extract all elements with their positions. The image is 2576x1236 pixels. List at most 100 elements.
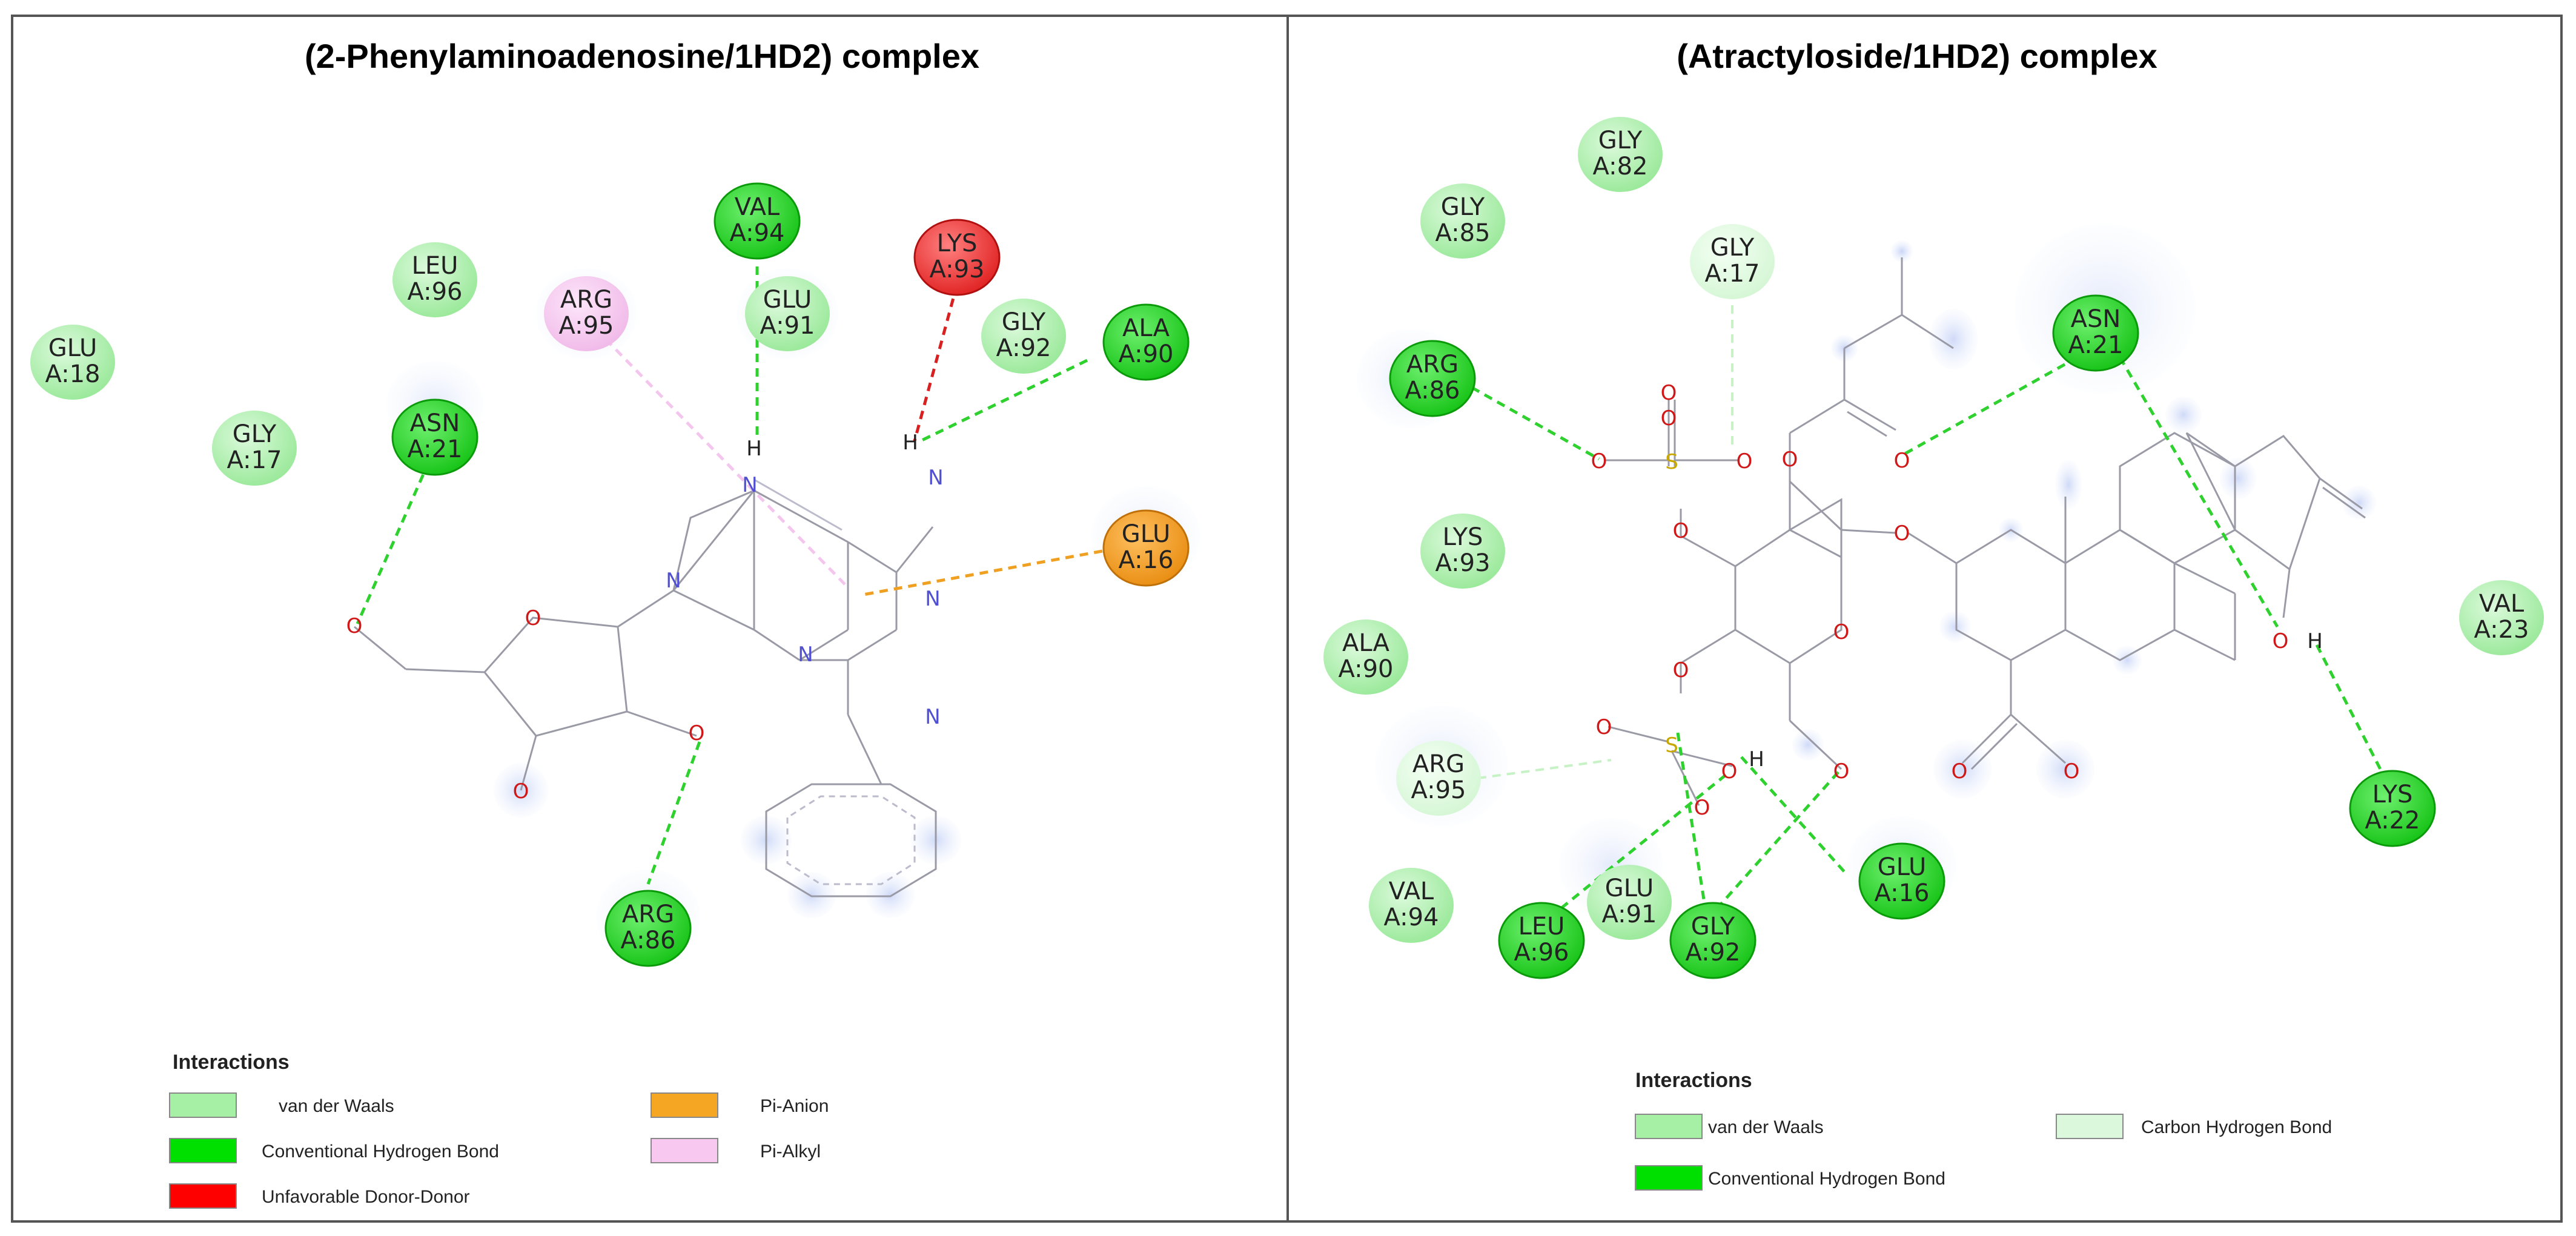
o-atom: O (1673, 658, 1689, 682)
left-ligand-2-phenylaminoadenosine (354, 478, 937, 897)
residue-val-a23: VAL A:23 (2459, 580, 2544, 655)
residue-name: ARG (622, 901, 674, 928)
residue-glu-a16: GLU A:16 (1102, 509, 1190, 587)
residue-ala-a90: ALA A:90 (1323, 620, 1408, 695)
svg-text:A:94: A:94 (1383, 904, 1439, 931)
o-atom: O (689, 721, 705, 745)
svg-text:Carbon Hydrogen Bond: Carbon Hydrogen Bond (2141, 1117, 2332, 1137)
right-legend: Interactions van der Waals Carbon Hydrog… (1635, 1069, 2332, 1191)
residue-id: A:86 (620, 927, 675, 954)
residue-id: A:96 (407, 278, 462, 306)
residue-glu-a16: GLU A:16 (1858, 842, 1945, 920)
legend-item-unfavorable-donor-donor: Unfavorable Donor-Donor (169, 1183, 470, 1209)
svg-text:A:86: A:86 (1405, 377, 1460, 405)
n-atom: N (928, 466, 943, 490)
svg-text:A:96: A:96 (1514, 939, 1569, 967)
svg-text:LYS: LYS (2372, 781, 2413, 808)
panel-divider (1286, 15, 1289, 1223)
svg-text:GLY: GLY (1710, 234, 1755, 262)
legend-item-van-der-waals: van der Waals (169, 1092, 394, 1118)
svg-text:VAL: VAL (1389, 877, 1434, 905)
residue-id: A:91 (760, 312, 815, 340)
svg-text:van der Waals: van der Waals (1708, 1117, 1824, 1137)
residue-val-a94: VAL A:94 (714, 182, 801, 260)
residue-asn-a21: ASN A:21 (2052, 294, 2139, 372)
svg-text:ASN: ASN (2071, 305, 2121, 333)
svg-text:LYS: LYS (1443, 523, 1483, 551)
residue-asn-a21: ASN A:21 (391, 398, 478, 476)
right-solvent-halos (1357, 224, 2376, 916)
residue-lys-a22: LYS A:22 (2349, 770, 2436, 847)
o-atom: O (1591, 449, 1608, 474)
n-atom: N (925, 705, 940, 729)
residue-name: GLY (1002, 308, 1046, 336)
residue-id: A:90 (1118, 340, 1173, 368)
h-atom: H (1749, 747, 1764, 772)
svg-text:A:92: A:92 (1685, 939, 1740, 967)
legend-item-conventional-h-bond: Conventional Hydrogen Bond (1635, 1165, 1945, 1191)
residue-name: GLU (1122, 520, 1171, 548)
residue-name: ASN (410, 409, 460, 437)
residue-leu-a96: LEU A:96 (392, 242, 477, 317)
o-atom: O (1894, 521, 1910, 546)
left-interaction-lines (356, 266, 1103, 885)
left-residue-disks: VAL A:94 LYS A:93 LEU A:96 ARG A:95 GLU … (30, 182, 1190, 967)
svg-text:Conventional Hydrogen Bond: Conventional Hydrogen Bond (262, 1142, 499, 1162)
svg-text:Pi-Anion: Pi-Anion (760, 1096, 829, 1116)
residue-name: LYS (937, 230, 978, 257)
right-residue-disks: GLY A:82 GLY A:85 GLY A:17 ASN A:21 ARG … (1323, 117, 2544, 979)
svg-text:A:91: A:91 (1601, 901, 1657, 928)
residue-gly-a85: GLY A:85 (1420, 183, 1505, 259)
o-atom: O (1894, 449, 1910, 473)
o-atom: O (525, 606, 541, 630)
residue-name: GLU (763, 286, 812, 314)
o-atom: O (346, 614, 363, 638)
o-atom: O (1673, 519, 1689, 543)
svg-text:van der Waals: van der Waals (279, 1096, 394, 1116)
left-solvent-halos (386, 268, 1200, 963)
o-atom: O (2064, 759, 2080, 784)
residue-gly-a17: GLY A:17 (1690, 224, 1775, 299)
legend-title: Interactions (173, 1051, 290, 1074)
n-atom: N (742, 473, 757, 497)
legend-item-pi-anion: Pi-Anion (651, 1092, 829, 1118)
residue-id: A:21 (407, 435, 462, 463)
n-atom: N (925, 587, 940, 611)
n-atom: N (798, 643, 813, 667)
legend-item-pi-alkyl: Pi-Alkyl (651, 1138, 821, 1163)
legend-item-van-der-waals: van der Waals (1635, 1114, 1824, 1139)
svg-text:A:93: A:93 (1435, 549, 1490, 577)
svg-text:GLY: GLY (1441, 193, 1485, 221)
residue-arg-a95: ARG A:95 (544, 276, 629, 351)
residue-ala-a90: ALA A:90 (1102, 303, 1190, 381)
residue-name: ALA (1122, 314, 1170, 342)
residue-glu-a18: GLU A:18 (30, 325, 115, 400)
svg-text:A:22: A:22 (2365, 807, 2420, 834)
residue-gly-a92: GLY A:92 (981, 299, 1066, 374)
residue-id: A:93 (929, 256, 984, 283)
residue-id: A:95 (558, 312, 614, 340)
o-atom: O (1782, 448, 1798, 472)
residue-val-a94: VAL A:94 (1369, 868, 1454, 943)
o-atom: O (1661, 381, 1677, 405)
o-atom: O (1833, 620, 1850, 644)
svg-text:A:23: A:23 (2474, 616, 2529, 644)
legend-title: Interactions (1635, 1069, 1752, 1092)
residue-id: A:94 (729, 219, 784, 247)
o-atom: O (1737, 449, 1753, 474)
residue-id: A:92 (996, 334, 1051, 362)
legend-item-conventional-h-bond: Conventional Hydrogen Bond (169, 1138, 499, 1163)
svg-text:A:85: A:85 (1435, 219, 1490, 247)
residue-gly-a17: GLY A:17 (212, 411, 297, 486)
right-panel-title: (Atractyloside/1HD2) complex (1677, 37, 2157, 75)
legend-item-carbon-h-bond: Carbon Hydrogen Bond (2056, 1114, 2332, 1139)
svg-text:GLU: GLU (1878, 853, 1927, 881)
residue-leu-a96: LEU A:96 (1498, 902, 1585, 979)
svg-text:GLY: GLY (1691, 913, 1735, 940)
residue-name: GLY (233, 420, 277, 448)
residue-lys-a93: LYS A:93 (913, 219, 1001, 296)
svg-text:Conventional Hydrogen Bond: Conventional Hydrogen Bond (1708, 1169, 1945, 1189)
residue-name: GLU (48, 334, 98, 362)
left-atom-labels: H H N N N N N N O O O O (346, 431, 944, 804)
